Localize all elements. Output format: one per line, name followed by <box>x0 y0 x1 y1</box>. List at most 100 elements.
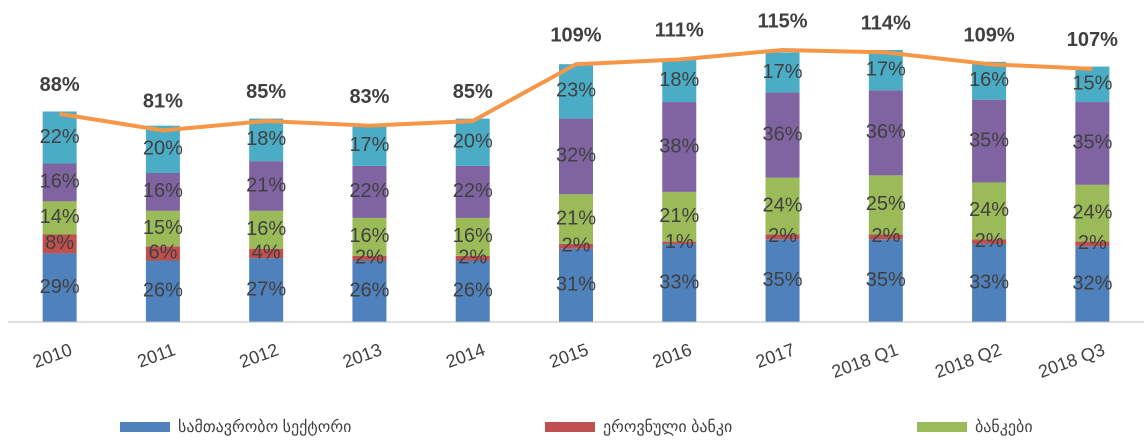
total-label: 114% <box>861 13 911 35</box>
segment-label: 2% <box>562 235 591 257</box>
segment-label: 32% <box>556 145 596 167</box>
bar-segment <box>249 258 284 322</box>
segment-label: 17% <box>349 134 389 156</box>
x-tick-label: 2018 Q1 <box>829 339 901 381</box>
bar-segment <box>662 102 697 192</box>
bar-segment <box>145 260 180 322</box>
segment-label: 24% <box>969 199 1009 221</box>
total-label: 88% <box>40 74 80 96</box>
bar-segment <box>352 260 387 322</box>
bar-segment <box>42 253 77 322</box>
bar-segment <box>352 217 387 256</box>
total-label: 85% <box>246 81 286 103</box>
x-tick-label: 2018 Q2 <box>932 339 1004 381</box>
bar-segment <box>662 243 697 322</box>
segment-label: 18% <box>659 69 699 91</box>
bar-segment <box>559 118 593 195</box>
bar-segment <box>868 239 903 322</box>
bar-segment <box>42 201 77 235</box>
segment-label: 21% <box>246 174 286 196</box>
segment-label: 24% <box>763 194 803 216</box>
segment-label: 16% <box>143 180 183 202</box>
bar-segment <box>455 255 490 261</box>
bar-segment <box>868 90 903 176</box>
bar-segment <box>559 64 593 119</box>
bar-segment <box>765 239 800 322</box>
x-tick-label: 2010 <box>30 339 74 371</box>
total-line <box>59 48 1093 133</box>
bar-segment <box>1075 184 1110 242</box>
bar-segment <box>455 260 490 322</box>
segment-label: 8% <box>45 232 74 254</box>
segment-label: 2% <box>1078 232 1107 254</box>
x-tick-label: 2011 <box>135 339 178 371</box>
bar-segment <box>972 61 1007 100</box>
segment-label: 31% <box>556 274 596 296</box>
total-label: 83% <box>349 86 389 108</box>
bar-segment <box>1075 66 1110 103</box>
legend-swatch <box>120 422 170 432</box>
bar-segment <box>249 248 284 259</box>
segment-label: 16% <box>453 225 493 247</box>
segment-label: 32% <box>1072 272 1112 294</box>
bar-segment <box>145 210 180 247</box>
segment-label: 14% <box>40 206 80 228</box>
total-label: 111% <box>655 20 704 42</box>
segment-label: 17% <box>763 61 803 83</box>
bar-segment <box>249 161 284 211</box>
bar-segment <box>559 248 593 322</box>
segment-label: 22% <box>453 180 493 202</box>
bar-segment <box>42 111 77 164</box>
bar-segment <box>352 165 387 218</box>
segment-label: 35% <box>866 269 906 291</box>
bar-segment <box>972 239 1007 244</box>
x-tick-label: 2016 <box>650 339 694 371</box>
segment-label: 21% <box>659 205 699 227</box>
bar-segment <box>972 182 1007 240</box>
legend-swatch <box>917 422 967 432</box>
segment-label: 26% <box>349 280 389 302</box>
total-label: 81% <box>143 91 183 113</box>
segment-label: 15% <box>143 217 183 239</box>
bar-segment <box>972 243 1007 322</box>
bar-segment <box>1075 246 1110 322</box>
segment-label: 2% <box>871 225 900 247</box>
segment-label: 16% <box>349 225 389 247</box>
total-label: 109% <box>964 24 1015 46</box>
total-label: 109% <box>550 24 601 46</box>
segment-label: 20% <box>453 131 493 153</box>
segment-label: 35% <box>763 269 803 291</box>
segment-label: 23% <box>556 80 596 102</box>
bar-segment <box>455 165 490 218</box>
bar-segment <box>145 125 180 173</box>
bar-segment <box>765 234 800 240</box>
segment-label: 38% <box>659 135 699 157</box>
segment-label: 16% <box>246 218 286 240</box>
segment-label: 21% <box>556 207 596 229</box>
bar-segment <box>765 177 800 235</box>
x-tick-label: 2012 <box>237 339 281 371</box>
segment-label: 35% <box>969 129 1009 151</box>
total-label: 107% <box>1067 29 1118 51</box>
bar-segment <box>662 59 697 103</box>
segment-label: 16% <box>969 69 1009 91</box>
bar-segment <box>1075 241 1110 247</box>
segment-label: 15% <box>1072 73 1112 95</box>
segment-label: 36% <box>866 121 906 143</box>
segment-label: 16% <box>40 171 80 193</box>
x-tick-label: 2017 <box>753 339 797 371</box>
legend-label: ეროვნული ბანკი <box>603 418 732 436</box>
legend-swatch <box>545 422 595 432</box>
segment-label: 26% <box>143 280 183 302</box>
bar-segment <box>868 234 903 240</box>
segment-label: 27% <box>246 278 286 300</box>
bar-segment <box>662 191 697 242</box>
segment-label: 35% <box>1072 132 1112 154</box>
legend-label: სამთავრობო სექტორი <box>178 418 351 436</box>
bar-segment <box>249 118 284 162</box>
bar-segment <box>559 243 593 249</box>
segment-label: 24% <box>1072 201 1112 223</box>
segment-label: 6% <box>148 242 177 264</box>
bar-segment <box>352 125 387 166</box>
bar-segment <box>868 50 903 91</box>
